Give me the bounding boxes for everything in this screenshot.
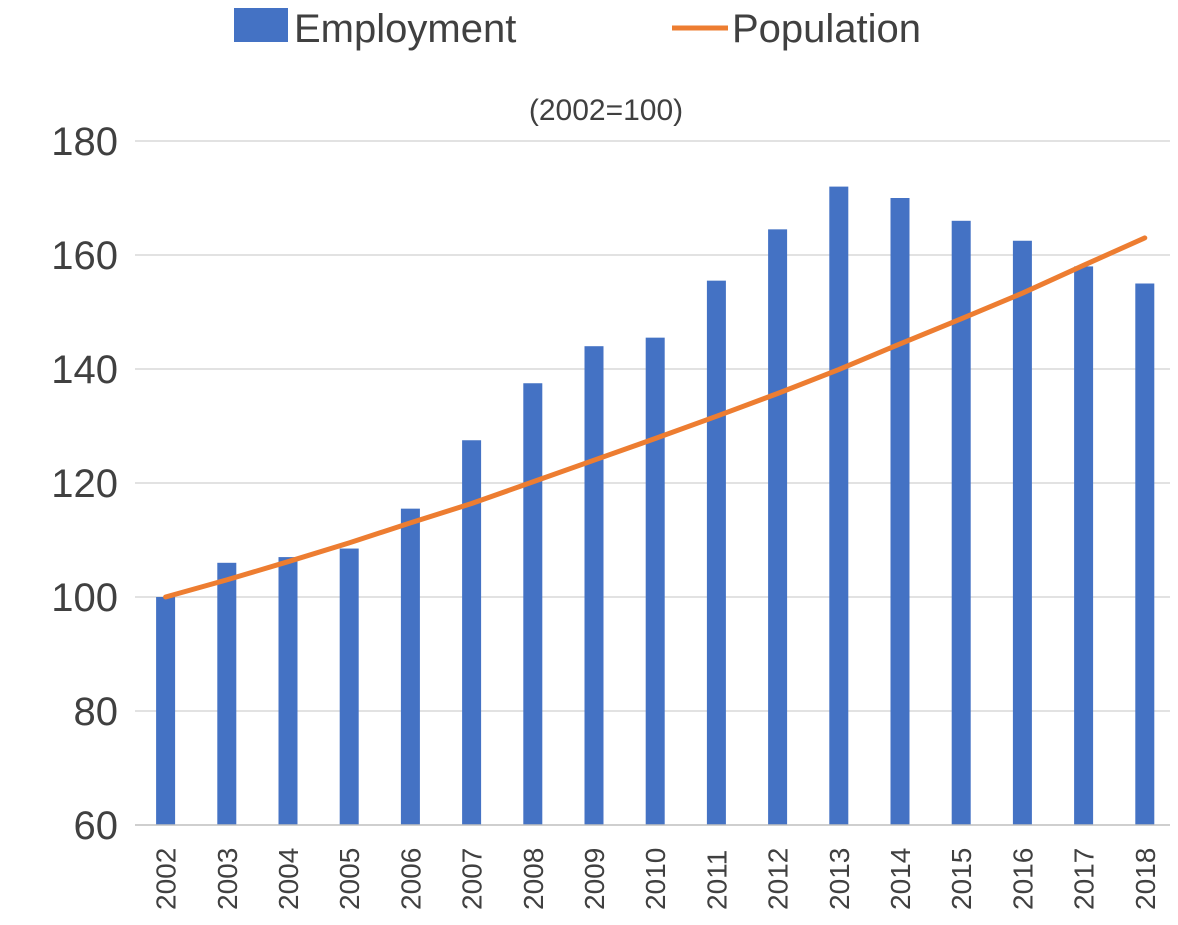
x-tick-label: 2002: [151, 848, 182, 910]
employment-bar: [829, 186, 849, 826]
employment-bar: [584, 346, 604, 825]
x-tick-label: 2013: [824, 848, 855, 910]
x-tick-label: 2015: [946, 848, 977, 910]
employment-bar: [217, 562, 237, 825]
x-tick-label: 2011: [701, 850, 732, 910]
x-tick-label: 2004: [273, 848, 304, 910]
x-tick-label: 2007: [457, 848, 488, 910]
x-tick-label: 2017: [1069, 848, 1100, 910]
x-tick-label: 2006: [395, 848, 426, 910]
x-tick-label: 2014: [885, 848, 916, 910]
employment-bar: [951, 220, 971, 826]
population-line: [163, 235, 1148, 600]
employment-bar: [706, 280, 726, 825]
employment-bar: [768, 229, 788, 826]
employment-bar: [339, 548, 359, 825]
legend: Employment Population: [234, 7, 921, 51]
employment-bar: [1074, 266, 1094, 825]
y-tick-label: 100: [51, 576, 118, 620]
chart-subtitle: (2002=100): [529, 94, 683, 127]
population-line-series: [163, 235, 1148, 600]
legend-employment-swatch: [234, 8, 288, 42]
employment-bar: [1012, 240, 1032, 825]
y-tick-label: 80: [74, 690, 119, 734]
y-tick-label: 140: [51, 348, 118, 392]
y-tick-label: 60: [74, 804, 119, 848]
legend-population-label: Population: [732, 7, 921, 51]
employment-bars: [156, 186, 1155, 826]
x-tick-label: 2008: [518, 848, 549, 910]
employment-bar: [645, 337, 665, 825]
x-tick-label: 2010: [640, 848, 671, 910]
x-axis: 2002 2003 2004 2005 2006 2007 2008 2009 2010 2011…: [135, 824, 1170, 910]
employment-bar: [462, 440, 482, 825]
x-tick-label: 2012: [763, 848, 794, 910]
y-tick-label: 180: [51, 120, 118, 164]
legend-employment-label: Employment: [294, 7, 516, 51]
x-tick-label: 2016: [1007, 848, 1038, 910]
x-tick-label: 2003: [212, 848, 243, 910]
x-tick-label: 2018: [1130, 848, 1161, 910]
employment-bar: [156, 597, 176, 825]
x-tick-label: 2009: [579, 848, 610, 910]
y-tick-label: 120: [51, 462, 118, 506]
employment-bar: [523, 383, 543, 825]
employment-bar: [400, 508, 420, 825]
y-axis: 60 80 100 120 140 160 180: [51, 120, 118, 848]
employment-bar: [278, 557, 298, 825]
employment-bar: [1135, 283, 1155, 825]
y-tick-label: 160: [51, 234, 118, 278]
x-tick-label: 2005: [334, 848, 365, 910]
employment-bar: [890, 198, 910, 825]
